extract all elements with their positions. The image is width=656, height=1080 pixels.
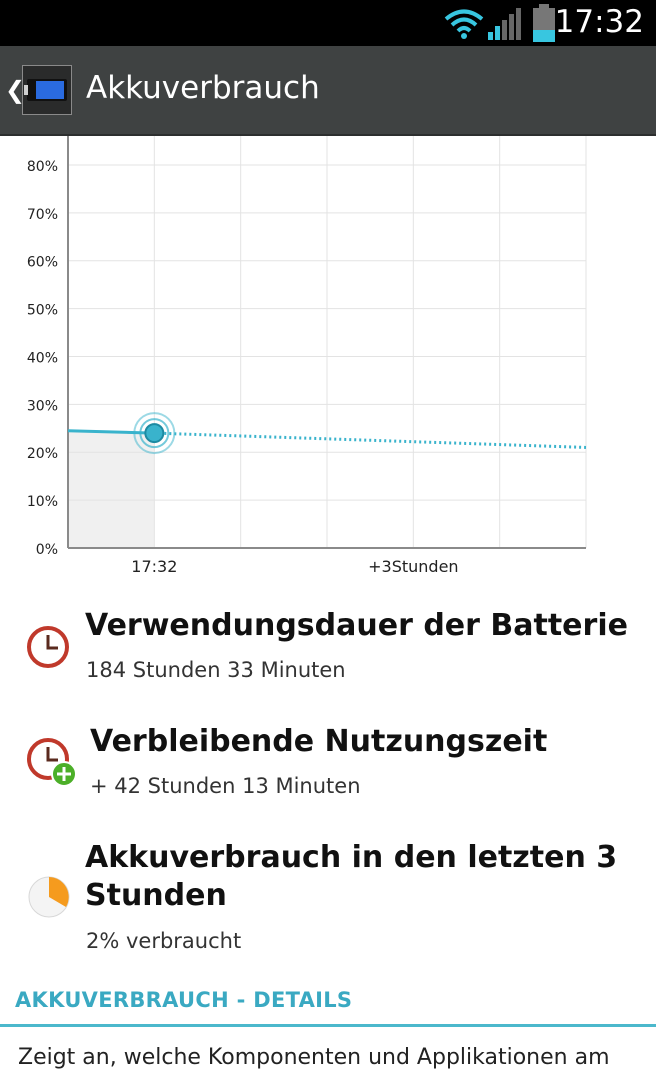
list-item-remaining-time[interactable]: Verbleibende Nutzungszeit + 42 Stunden 1… <box>0 716 656 816</box>
remaining-time-title: Verbleibende Nutzungszeit <box>90 724 548 759</box>
marker-ring <box>139 418 170 449</box>
page-title: Akkuverbrauch <box>86 70 320 106</box>
y-tick-label: 10% <box>27 494 58 510</box>
wifi-icon <box>444 9 484 39</box>
signal-icon <box>488 8 521 40</box>
y-tick-label: 60% <box>27 255 58 271</box>
marker-ring-outer <box>133 412 176 455</box>
y-tick-label: 80% <box>27 159 58 175</box>
current-marker <box>144 423 165 444</box>
usage-duration-value: 184 Stunden 33 Minuten <box>86 658 346 682</box>
list-item-usage-last-3-hours[interactable]: Akkuverbrauch in den letzten 3 Stunden 2… <box>0 832 656 962</box>
usage-duration-title: Verwendungsdauer der Batterie <box>85 608 628 643</box>
y-tick-label: 0% <box>36 542 58 558</box>
details-section-header: AKKUVERBRAUCH - DETAILS <box>15 988 353 1012</box>
usage-last-3-hours-title: Akkuverbrauch in den letzten 3 Stunden <box>85 839 617 915</box>
battery-icon <box>533 4 555 42</box>
y-tick-label: 40% <box>27 350 58 366</box>
status-time: 17:32 <box>554 4 644 40</box>
remaining-time-value: + 42 Stunden 13 Minuten <box>90 774 361 798</box>
pie-icon <box>28 876 70 918</box>
details-description: Zeigt an, welche Komponenten und Applika… <box>18 1045 610 1070</box>
status-bar: 17:32 <box>0 0 656 46</box>
usage-last-3-hours-title-line1: Akkuverbrauch in den letzten 3 <box>85 840 618 875</box>
x-tick-label: 17:32 <box>131 557 177 576</box>
forecast-line <box>154 431 587 449</box>
y-tick-label: 70% <box>27 207 58 223</box>
usage-last-3-hours-value: 2% verbraucht <box>86 929 242 953</box>
y-tick-label: 20% <box>27 446 58 462</box>
y-tick-label: 50% <box>27 303 58 319</box>
x-tick-label: +3Stunden <box>368 557 458 576</box>
past-region <box>68 431 155 548</box>
clock-icon <box>27 626 69 668</box>
usage-last-3-hours-title-line2: Stunden <box>85 878 227 913</box>
clock-plus-icon <box>27 738 77 787</box>
app-bar: ❮ Akkuverbrauch <box>0 46 656 136</box>
battery-chart: 80% 70% 60% 50% 40% 30% 20% 10% 0% 17:32 +3Stunden <box>0 136 656 586</box>
y-tick-label: 30% <box>27 398 58 414</box>
details-divider <box>0 1024 656 1027</box>
battery-app-icon[interactable] <box>22 65 72 115</box>
list-item-usage-duration[interactable]: Verwendungsdauer der Batterie 184 Stunde… <box>0 600 656 700</box>
back-arrow-icon[interactable]: ❮ <box>5 76 26 104</box>
battery-chart-svg: 80% 70% 60% 50% 40% 30% 20% 10% 0% 17:32 +3Stunden <box>27 136 587 576</box>
